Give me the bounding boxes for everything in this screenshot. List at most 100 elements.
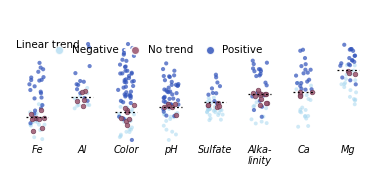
Point — [204, 105, 211, 108]
Point — [122, 118, 129, 120]
Point — [127, 128, 133, 131]
Point — [308, 68, 314, 71]
Point — [87, 65, 93, 68]
Point — [39, 109, 45, 112]
Point — [210, 92, 216, 94]
Point — [161, 100, 167, 103]
Point — [214, 105, 220, 108]
Point — [127, 93, 133, 96]
Point — [82, 97, 88, 100]
Point — [262, 92, 268, 95]
Point — [347, 89, 353, 92]
Point — [217, 102, 223, 105]
Point — [81, 105, 87, 108]
Point — [74, 88, 80, 91]
Point — [41, 116, 47, 119]
Point — [122, 106, 128, 109]
Point — [125, 43, 131, 46]
Point — [160, 108, 166, 111]
Point — [129, 47, 135, 50]
Point — [131, 80, 137, 82]
Point — [36, 79, 42, 82]
Point — [81, 98, 87, 101]
Point — [121, 118, 127, 121]
Point — [346, 63, 352, 66]
Point — [28, 122, 34, 125]
Point — [174, 114, 180, 116]
Point — [209, 87, 215, 90]
Point — [34, 112, 40, 115]
Point — [169, 106, 175, 109]
Point — [302, 88, 308, 91]
Point — [302, 114, 308, 117]
Point — [39, 138, 45, 141]
Point — [39, 103, 45, 106]
Point — [75, 83, 81, 86]
Point — [166, 91, 172, 94]
Point — [124, 111, 130, 114]
Point — [166, 97, 172, 100]
Point — [129, 139, 135, 141]
Point — [305, 114, 311, 117]
Point — [175, 103, 181, 106]
Point — [38, 107, 44, 110]
Point — [302, 68, 308, 71]
Point — [215, 104, 222, 107]
Point — [164, 103, 170, 106]
Point — [122, 93, 128, 96]
Point — [206, 108, 212, 111]
Point — [127, 131, 133, 134]
Point — [173, 83, 179, 86]
Point — [82, 90, 88, 93]
Point — [162, 95, 168, 98]
Point — [166, 103, 172, 106]
Point — [347, 64, 353, 67]
Point — [251, 108, 257, 111]
Point — [350, 49, 356, 52]
Point — [217, 85, 223, 88]
Point — [29, 121, 36, 124]
Point — [116, 115, 122, 118]
Point — [164, 90, 170, 93]
Point — [256, 68, 262, 71]
Point — [215, 102, 221, 105]
Point — [353, 91, 359, 94]
Point — [169, 83, 175, 86]
Point — [39, 126, 45, 129]
Point — [117, 63, 123, 66]
Point — [346, 72, 352, 75]
Point — [264, 61, 270, 64]
Point — [85, 43, 91, 46]
Point — [349, 59, 355, 62]
Point — [121, 52, 127, 55]
Point — [260, 115, 266, 118]
Point — [34, 118, 40, 121]
Point — [293, 74, 299, 77]
Point — [72, 107, 78, 110]
Point — [295, 125, 301, 128]
Point — [122, 79, 128, 82]
Point — [175, 84, 181, 87]
Point — [35, 70, 41, 73]
Point — [254, 91, 260, 94]
Point — [118, 100, 124, 103]
Point — [123, 94, 129, 97]
Point — [308, 90, 314, 93]
Point — [161, 96, 167, 99]
Point — [128, 102, 134, 104]
Point — [37, 61, 43, 64]
Point — [165, 102, 171, 105]
Point — [160, 68, 166, 71]
Point — [122, 81, 128, 84]
Point — [215, 114, 221, 116]
Point — [297, 95, 303, 98]
Point — [28, 76, 34, 79]
Point — [259, 120, 265, 123]
Point — [173, 113, 179, 116]
Point — [304, 94, 310, 96]
Point — [32, 109, 38, 112]
Point — [213, 76, 219, 79]
Point — [299, 94, 305, 97]
Point — [116, 112, 122, 115]
Point — [77, 92, 84, 95]
